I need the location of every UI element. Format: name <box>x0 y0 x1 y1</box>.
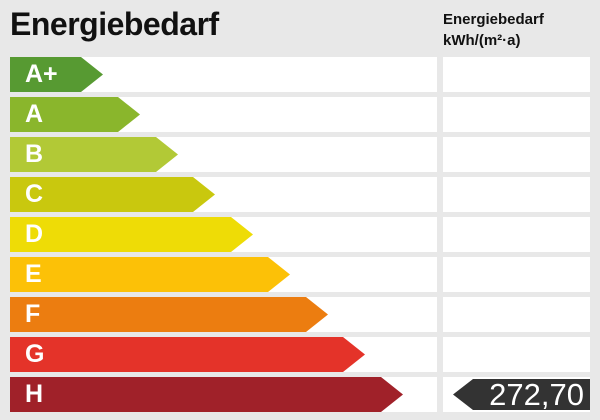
page-title: Energiebedarf <box>10 6 219 42</box>
scale-row: D <box>0 217 600 252</box>
class-label: H <box>25 380 44 408</box>
row-track-right <box>443 57 590 92</box>
class-label: D <box>25 220 44 248</box>
unit-header: Energiebedarf kWh/(m²·a) <box>443 9 544 51</box>
row-track-right <box>443 97 590 132</box>
scale-row: B <box>0 137 600 172</box>
scale-row: H 272,70 <box>0 377 600 412</box>
class-label: B <box>25 140 44 168</box>
row-track-left: B <box>10 137 437 172</box>
class-label: E <box>25 260 42 288</box>
row-track-right <box>443 137 590 172</box>
class-arrow-a: A <box>10 97 140 132</box>
class-arrow-b: B <box>10 137 178 172</box>
class-arrow-f: F <box>10 297 328 332</box>
class-label: F <box>25 300 41 328</box>
row-track-right <box>443 297 590 332</box>
scale-row: A+ <box>0 57 600 92</box>
scale-row: C <box>0 177 600 212</box>
scale-row: E <box>0 257 600 292</box>
scale-row: G <box>0 337 600 372</box>
class-arrow-d: D <box>10 217 253 252</box>
row-track-left: E <box>10 257 437 292</box>
row-track-left: A <box>10 97 437 132</box>
unit-header-line2: kWh/(m²·a) <box>443 32 521 49</box>
class-arrow-c: C <box>10 177 215 212</box>
class-label: G <box>25 340 45 368</box>
row-track-left: F <box>10 297 437 332</box>
row-track-right <box>443 337 590 372</box>
class-arrow-g: G <box>10 337 365 372</box>
class-label: C <box>25 180 44 208</box>
value-arrow: 272,70 <box>453 379 590 410</box>
class-label: A+ <box>25 60 58 88</box>
scale-row: A <box>0 97 600 132</box>
row-track-right: 272,70 <box>443 377 590 412</box>
row-track-left: G <box>10 337 437 372</box>
row-track-left: H <box>10 377 437 412</box>
class-arrow-e: E <box>10 257 290 292</box>
row-track-right <box>443 257 590 292</box>
row-track-right <box>443 217 590 252</box>
row-track-left: A+ <box>10 57 437 92</box>
class-arrow-h: H <box>10 377 403 412</box>
class-arrow-a+: A+ <box>10 57 103 92</box>
unit-header-line1: Energiebedarf <box>443 11 544 28</box>
row-track-left: C <box>10 177 437 212</box>
scale-row: F <box>0 297 600 332</box>
value-text: 272,70 <box>489 377 584 412</box>
row-track-left: D <box>10 217 437 252</box>
row-track-right <box>443 177 590 212</box>
class-label: A <box>25 100 44 128</box>
